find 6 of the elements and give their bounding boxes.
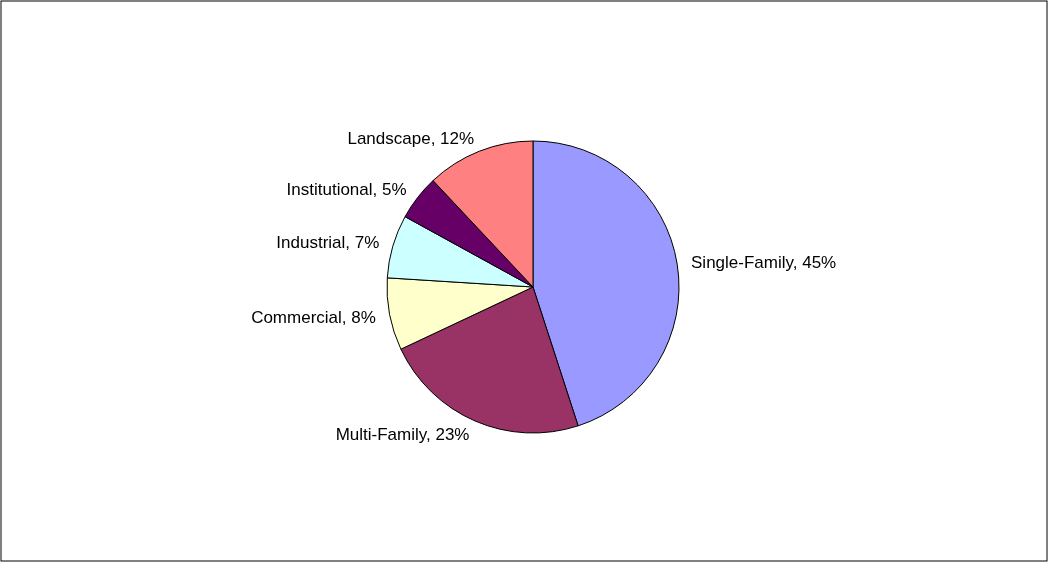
slice-label: Commercial, 8% — [251, 307, 376, 327]
slice-label: Industrial, 7% — [276, 233, 380, 253]
slice-label: Institutional, 5% — [286, 179, 407, 199]
slice-label: Landscape, 12% — [347, 129, 475, 149]
slice-label: Multi-Family, 23% — [335, 424, 470, 444]
slice-label: Single-Family, 45% — [691, 252, 837, 272]
